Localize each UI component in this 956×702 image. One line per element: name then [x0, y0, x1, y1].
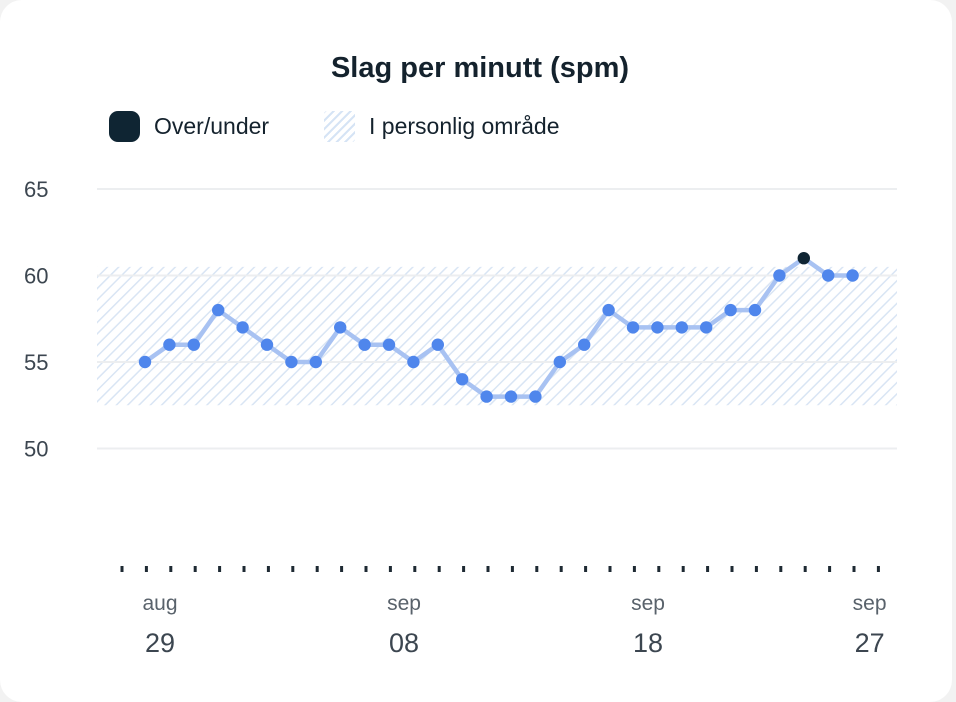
x-axis-tick	[242, 566, 246, 572]
data-point[interactable]	[748, 303, 762, 317]
x-axis-tick	[193, 566, 197, 572]
x-tick-month-18: sep	[631, 592, 665, 615]
x-axis-tick	[218, 566, 222, 572]
legend-swatch-personal-range	[324, 111, 355, 142]
data-point[interactable]	[309, 355, 322, 369]
x-axis-tick	[779, 566, 783, 572]
data-point[interactable]	[212, 303, 225, 317]
y-tick-label-55: 55	[24, 350, 48, 375]
y-tick-label-65: 65	[24, 177, 48, 202]
x-axis-tick	[364, 566, 368, 572]
x-axis-tick	[852, 566, 856, 572]
x-axis-tick	[315, 566, 319, 572]
data-point[interactable]	[480, 390, 493, 403]
chart-title: Slag per minutt (spm)	[330, 52, 630, 84]
data-point[interactable]	[529, 390, 542, 403]
data-point[interactable]	[578, 338, 591, 351]
legend-swatch-over-under	[109, 111, 140, 142]
x-axis-tick	[706, 566, 710, 572]
x-tick-day-08: 08	[389, 628, 419, 658]
legend-label-personal-range: I personlig område	[369, 113, 560, 139]
data-point[interactable]	[334, 321, 347, 334]
x-axis-tick	[144, 566, 148, 572]
x-axis-tick	[730, 566, 734, 572]
data-point[interactable]	[358, 338, 371, 351]
data-point[interactable]	[163, 338, 176, 351]
x-axis-tick	[388, 566, 392, 572]
x-axis-tick	[266, 566, 270, 572]
x-axis-tick	[657, 566, 661, 572]
data-point[interactable]	[138, 355, 152, 369]
y-tick-label-50: 50	[24, 437, 48, 462]
x-tick-month-29: aug	[142, 592, 177, 615]
data-point[interactable]	[651, 321, 664, 334]
x-axis-tick	[803, 566, 807, 572]
x-axis-tick	[169, 566, 173, 572]
x-axis-tick	[486, 566, 490, 572]
x-axis-tick	[584, 566, 588, 572]
data-point[interactable]	[382, 338, 396, 351]
x-axis-tick	[291, 566, 295, 572]
data-point[interactable]	[675, 321, 688, 334]
legend-item-personal-range: I personlig område	[324, 111, 560, 142]
x-axis-tick	[754, 566, 758, 572]
data-point[interactable]	[626, 321, 640, 334]
x-axis-tick	[510, 566, 514, 572]
x-axis-tick	[681, 566, 685, 572]
x-axis-tick	[437, 566, 441, 572]
data-point[interactable]	[285, 355, 298, 369]
x-tick-day-18: 18	[633, 628, 663, 658]
data-point[interactable]	[822, 269, 835, 282]
legend-label-over-under: Over/under	[154, 113, 270, 139]
x-axis-tick	[462, 566, 466, 572]
data-point[interactable]	[553, 355, 566, 369]
x-axis-tick	[876, 566, 880, 572]
data-point[interactable]	[602, 303, 615, 317]
data-point[interactable]	[700, 321, 713, 334]
x-axis-tick	[632, 566, 636, 572]
data-point[interactable]	[187, 338, 200, 351]
data-point[interactable]	[431, 338, 444, 351]
x-axis-tick	[120, 566, 124, 572]
data-point[interactable]	[846, 269, 859, 282]
x-tick-day-27: 27	[855, 628, 885, 658]
x-axis-tick	[535, 566, 539, 572]
legend-item-over-under: Over/under	[109, 111, 269, 142]
x-axis-tick	[828, 566, 832, 572]
x-axis-tick	[608, 566, 612, 572]
data-point[interactable]	[260, 338, 274, 351]
x-axis-tick	[340, 566, 344, 572]
data-point[interactable]	[236, 321, 249, 334]
data-point[interactable]	[407, 355, 420, 369]
data-point[interactable]	[456, 373, 469, 386]
x-axis-tick	[413, 566, 417, 572]
personal-range-band	[97, 266, 897, 406]
data-point-out-of-range[interactable]	[797, 252, 810, 265]
x-tick-month-27: sep	[853, 592, 887, 615]
data-point[interactable]	[773, 269, 786, 282]
x-tick-day-29: 29	[145, 628, 175, 658]
y-tick-label-60: 60	[24, 264, 48, 289]
data-point[interactable]	[504, 390, 518, 403]
x-axis-tick	[559, 566, 563, 572]
data-point[interactable]	[724, 303, 737, 317]
x-tick-month-08: sep	[387, 592, 421, 615]
